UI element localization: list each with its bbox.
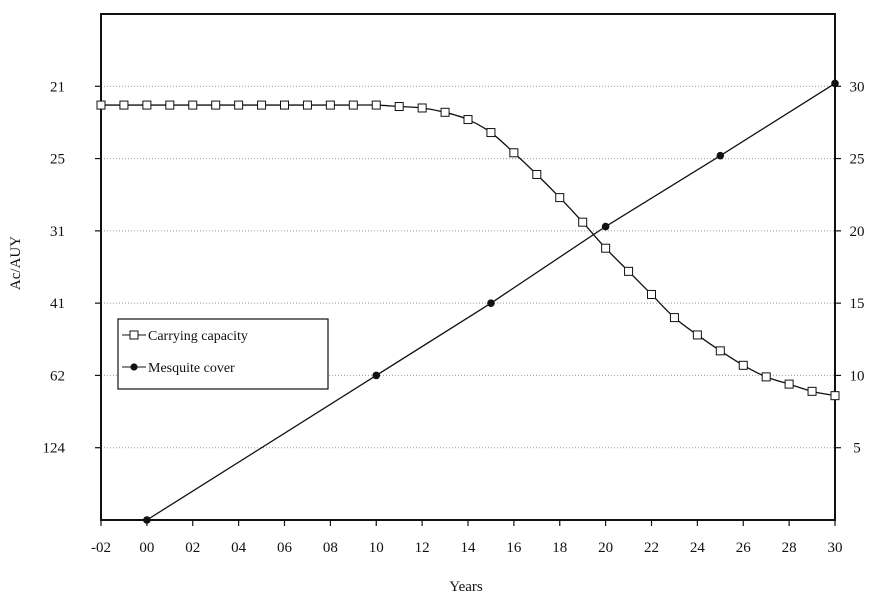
data-point-carrying-capacity xyxy=(692,330,702,340)
x-tick-label: 10 xyxy=(369,540,384,556)
left-tick-label: 25 xyxy=(50,152,65,168)
data-point-carrying-capacity xyxy=(165,100,175,110)
data-point-carrying-capacity xyxy=(578,217,588,227)
legend-label-carrying-capacity: Carrying capacity xyxy=(148,329,248,344)
data-point-carrying-capacity xyxy=(624,266,634,276)
data-point-carrying-capacity xyxy=(234,100,244,110)
series-layer xyxy=(96,79,840,524)
right-tick-label: 25 xyxy=(850,152,865,168)
left-tick-label: 21 xyxy=(50,79,65,95)
data-point-carrying-capacity xyxy=(463,115,473,125)
data-point-carrying-capacity xyxy=(371,100,381,110)
left-tick-label: 31 xyxy=(50,224,65,240)
left-tick-label: 62 xyxy=(50,368,65,384)
x-tick-label: 16 xyxy=(506,540,522,556)
x-tick-label: 12 xyxy=(415,540,430,556)
data-point-carrying-capacity xyxy=(784,379,794,389)
x-tick-label: 02 xyxy=(185,540,200,556)
data-point-carrying-capacity xyxy=(417,103,427,113)
data-point-carrying-capacity xyxy=(325,100,335,110)
x-tick-label: 08 xyxy=(323,540,338,556)
data-point-carrying-capacity xyxy=(555,193,565,203)
data-point-carrying-capacity xyxy=(807,386,817,396)
data-point-carrying-capacity xyxy=(715,346,725,356)
data-point-carrying-capacity xyxy=(486,128,496,138)
data-point-carrying-capacity xyxy=(96,100,106,110)
data-point-carrying-capacity xyxy=(257,100,267,110)
x-tick-label: 28 xyxy=(782,540,797,556)
x-axis-title: Years xyxy=(449,579,483,595)
legend-label-mesquite-cover: Mesquite cover xyxy=(148,361,235,376)
data-point-carrying-capacity xyxy=(738,360,748,370)
data-point-mesquite-cover xyxy=(716,151,725,160)
data-point-mesquite-cover xyxy=(372,371,381,380)
right-tick-label: 15 xyxy=(850,296,865,312)
right-axis-ticks: 5 10 15 20 25 30 xyxy=(835,79,865,457)
data-point-carrying-capacity xyxy=(142,100,152,110)
legend-box xyxy=(117,318,329,390)
data-point-carrying-capacity xyxy=(188,100,198,110)
right-tick-label: 10 xyxy=(850,368,865,384)
x-tick-label: 18 xyxy=(552,540,567,556)
data-point-carrying-capacity xyxy=(830,391,840,401)
x-tick-label: 26 xyxy=(736,540,752,556)
data-point-carrying-capacity xyxy=(440,107,450,117)
x-tick-label: 14 xyxy=(461,540,477,556)
legend-marker-carrying-capacity xyxy=(129,330,139,340)
data-point-carrying-capacity xyxy=(119,100,129,110)
data-point-carrying-capacity xyxy=(302,100,312,110)
data-point-carrying-capacity xyxy=(647,289,656,299)
data-point-carrying-capacity xyxy=(669,313,679,323)
data-point-carrying-capacity xyxy=(761,372,771,382)
data-point-carrying-capacity xyxy=(280,100,289,110)
left-axis-ticks: 21 25 31 41 62 124 xyxy=(43,79,101,457)
data-point-carrying-capacity xyxy=(348,100,358,110)
x-tick-label: -02 xyxy=(91,540,111,556)
right-tick-label: 5 xyxy=(853,441,861,457)
x-tick-label: 24 xyxy=(690,540,706,556)
data-point-carrying-capacity xyxy=(394,102,404,112)
right-tick-label: 30 xyxy=(850,79,865,95)
data-point-mesquite-cover xyxy=(487,299,495,307)
x-tick-label: 22 xyxy=(644,540,659,556)
data-point-carrying-capacity xyxy=(211,100,221,110)
legend: Carrying capacity Mesquite cover xyxy=(117,318,329,390)
data-point-carrying-capacity xyxy=(601,243,611,253)
x-axis-ticks: -02 00 02 04 06 08 10 12 14 16 18 20 22 24 26 28 30 xyxy=(91,520,843,556)
legend-marker-mesquite-cover xyxy=(130,363,138,371)
left-axis-title: Ac/AUY xyxy=(8,236,24,290)
gridlines xyxy=(101,85,835,449)
x-tick-label: 30 xyxy=(828,540,843,556)
x-tick-label: 06 xyxy=(277,540,293,556)
data-point-carrying-capacity xyxy=(509,148,519,158)
left-tick-label: 41 xyxy=(50,296,65,312)
data-point-carrying-capacity xyxy=(532,169,542,179)
x-tick-label: 20 xyxy=(598,540,613,556)
data-point-mesquite-cover xyxy=(831,79,839,88)
right-tick-label: 20 xyxy=(850,224,865,240)
data-point-mesquite-cover xyxy=(601,222,610,231)
left-tick-label: 124 xyxy=(43,441,66,457)
series-line-mesquite-cover xyxy=(146,82,836,521)
x-tick-label: 04 xyxy=(231,540,247,556)
x-tick-label: 00 xyxy=(139,540,154,556)
